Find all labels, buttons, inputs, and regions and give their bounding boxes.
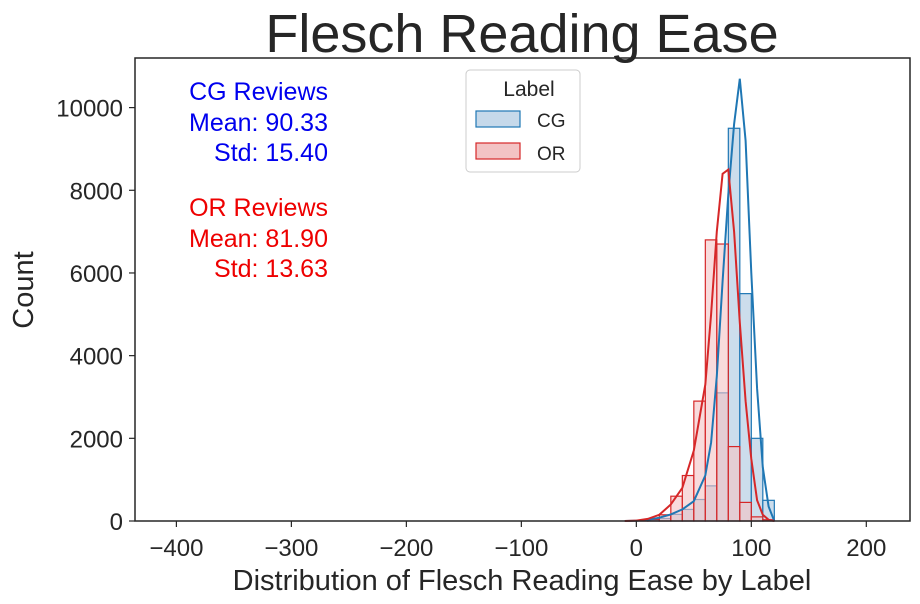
x-tick-label: −100 xyxy=(494,535,548,562)
x-tick-label: −300 xyxy=(264,535,318,562)
x-tick-label: 200 xyxy=(846,535,886,562)
or-kde-line xyxy=(624,167,775,522)
legend-label-or: OR xyxy=(537,144,566,165)
y-tick-label: 6000 xyxy=(70,261,123,288)
legend-title: Label xyxy=(503,78,554,101)
x-axis-label: Distribution of Flesch Reading Ease by L… xyxy=(233,565,812,597)
x-tick-label: −200 xyxy=(379,535,433,562)
legend: Label CG OR xyxy=(465,69,581,173)
or-bar xyxy=(739,501,752,522)
plot-frame xyxy=(134,57,911,522)
or-annotation-title: OR Reviews xyxy=(189,194,328,222)
x-axis-ticks: −400 −300 −200 −100 0 100 200 xyxy=(149,521,886,562)
or-stats-annotation: OR Reviews Mean: 81.90 Std: 13.63 xyxy=(189,194,328,283)
y-tick-label: 2000 xyxy=(70,426,123,453)
plot-area xyxy=(624,78,776,522)
x-tick-label: −400 xyxy=(149,535,203,562)
y-tick-label: 0 xyxy=(110,509,123,536)
cg-annotation-mean: Mean: 90.33 xyxy=(189,109,328,137)
or-bar xyxy=(704,239,718,522)
or-bar xyxy=(727,445,741,522)
x-tick-label: 0 xyxy=(630,535,643,562)
or-annotation-std: Std: 13.63 xyxy=(214,255,328,283)
or-annotation-mean: Mean: 81.90 xyxy=(189,225,328,253)
y-axis-label: Count xyxy=(8,251,40,328)
y-tick-label: 4000 xyxy=(70,344,123,371)
legend-swatch-or xyxy=(475,142,521,160)
cg-annotation-title: CG Reviews xyxy=(189,78,328,106)
y-tick-label: 10000 xyxy=(56,96,123,123)
cg-stats-annotation: CG Reviews Mean: 90.33 Std: 15.40 xyxy=(189,78,328,167)
x-tick-label: 100 xyxy=(731,535,771,562)
legend-swatch-cg xyxy=(475,110,521,128)
or-bar xyxy=(670,495,683,522)
y-axis-ticks: 0 2000 4000 6000 8000 10000 xyxy=(56,96,135,536)
cg-annotation-std: Std: 15.40 xyxy=(214,139,328,167)
cg-kde-line xyxy=(624,78,776,522)
legend-label-cg: CG xyxy=(537,111,566,132)
y-tick-label: 8000 xyxy=(70,178,123,205)
chart-title: Flesch Reading Ease xyxy=(265,4,778,64)
